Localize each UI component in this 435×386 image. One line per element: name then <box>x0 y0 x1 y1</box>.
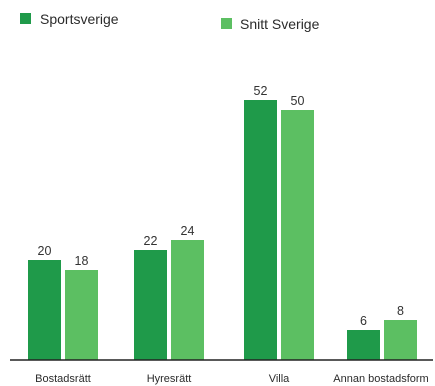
legend-label-snitt-sverige: Snitt Sverige <box>240 16 320 32</box>
value-label-snitt-sverige-annan-bostadsform: 8 <box>397 304 404 318</box>
value-label-sportsverige-annan-bostadsform: 6 <box>360 314 367 328</box>
value-label-snitt-sverige-villa: 50 <box>291 94 305 108</box>
legend: Sportsverige Snitt Sverige <box>20 11 320 32</box>
legend-label-sportsverige: Sportsverige <box>40 11 119 27</box>
legend-swatch-sportsverige <box>20 13 31 24</box>
x-tick-label-hyresratt: Hyresrätt <box>147 373 192 385</box>
x-tick-label-villa: Villa <box>269 373 290 385</box>
value-label-sportsverige-bostadsratt: 20 <box>38 244 52 258</box>
bar-snitt-sverige-bostadsratt <box>65 270 98 360</box>
x-tick-labels-group: Bostadsrätt Hyresrätt Villa Annan bostadsfo… <box>35 373 429 385</box>
value-label-snitt-sverige-hyresratt: 24 <box>181 224 195 238</box>
x-tick-label-annan-bostadsform: Annan bostadsform <box>333 373 428 385</box>
bar-snitt-sverige-villa <box>281 110 314 360</box>
bar-sportsverige-hyresratt <box>134 250 167 360</box>
bars-group <box>28 100 417 360</box>
value-labels-group: 20 18 22 24 52 50 6 8 <box>38 84 404 328</box>
bar-sportsverige-villa <box>244 100 277 360</box>
value-label-sportsverige-villa: 52 <box>254 84 268 98</box>
bar-sportsverige-annan-bostadsform <box>347 330 380 360</box>
bar-snitt-sverige-hyresratt <box>171 240 204 360</box>
value-label-snitt-sverige-bostadsratt: 18 <box>75 254 89 268</box>
legend-swatch-snitt-sverige <box>221 18 232 29</box>
bar-sportsverige-bostadsratt <box>28 260 61 360</box>
bar-snitt-sverige-annan-bostadsform <box>384 320 417 360</box>
x-tick-label-bostadsratt: Bostadsrätt <box>35 373 91 385</box>
value-label-sportsverige-hyresratt: 22 <box>144 234 158 248</box>
